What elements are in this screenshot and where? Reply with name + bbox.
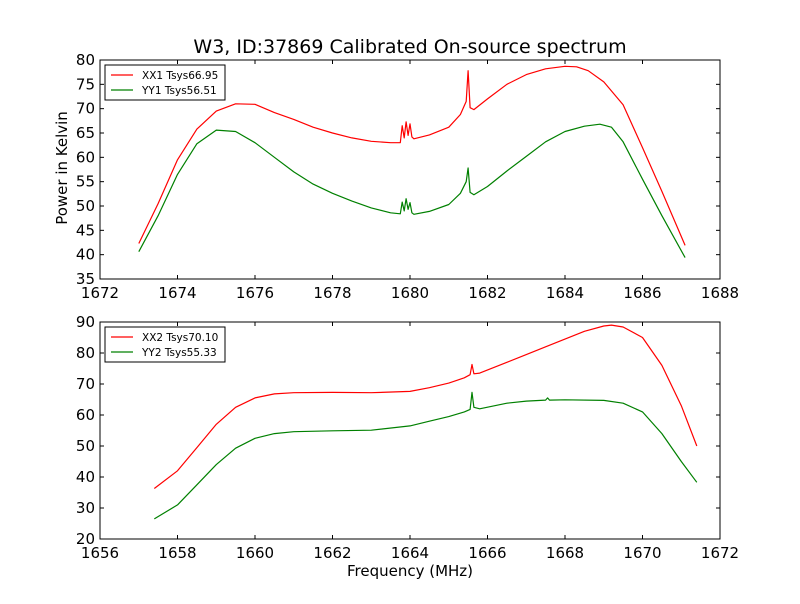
chart-title: W3, ID:37869 Calibrated On-source spectr…: [193, 36, 626, 58]
x-tick-label: 1666: [468, 544, 506, 562]
x-tick-label: 1686: [623, 284, 661, 302]
y-tick-label: 20: [76, 530, 95, 548]
legend-frame: [104, 64, 226, 101]
x-tick-label: 1672: [81, 284, 119, 302]
y-tick-label: 80: [76, 344, 95, 362]
legend-entry-label: YY1 Tsys56.51: [141, 85, 217, 97]
y-tick-label: 35: [76, 270, 95, 288]
y-tick-label: 50: [76, 197, 95, 215]
series-group: [153, 324, 698, 520]
legend-entry-label: XX1 Tsys66.95: [142, 70, 218, 82]
y-tick-label: 60: [76, 148, 95, 166]
x-tick-label: 1656: [81, 544, 119, 562]
x-axis-label: Frequency (MHz): [347, 562, 473, 580]
x-tick-label: 1688: [701, 284, 739, 302]
y-tick-label: 70: [76, 100, 95, 118]
series-group: [138, 65, 686, 258]
chart-panel-1: 1672 1674 1676 1678 1680 1682 1684 1686 1688 35 40…: [76, 51, 739, 302]
legend-entry-label: YY2 Tsys55.33: [141, 347, 217, 359]
chart-panel-2: 1656 1658 1660 1662 1664 1666 1668 1670 1672 20 30…: [76, 313, 739, 562]
x-tick-label: 1670: [623, 544, 661, 562]
x-tick-label: 1662: [313, 544, 351, 562]
x-tick-label: 1672: [701, 544, 739, 562]
legend-entry-label: XX2 Tsys70.10: [142, 332, 218, 344]
y-tick-label: 75: [76, 75, 95, 93]
y-tick-label: 40: [76, 246, 95, 264]
chart-panels: 1672 1674 1676 1678 1680 1682 1684 1686 1688 35 40…: [76, 51, 739, 562]
x-tick-label: 1664: [391, 544, 429, 562]
y-tick-label: 65: [76, 124, 95, 142]
x-tick-label: 1660: [236, 544, 274, 562]
legend-frame: [104, 326, 226, 363]
y-tick-label: 50: [76, 437, 95, 455]
x-tick-label: 1682: [468, 284, 506, 302]
x-tick-label: 1668: [546, 544, 584, 562]
y-tick-label: 80: [76, 51, 95, 69]
series-line-xx1: [138, 65, 686, 246]
series-line-yy2: [153, 391, 698, 520]
y-tick-label: 30: [76, 499, 95, 517]
series-line-yy1: [138, 123, 686, 258]
x-tick-label: 1676: [236, 284, 274, 302]
x-tick-label: 1658: [158, 544, 196, 562]
y-tick-label: 40: [76, 468, 95, 486]
y-tick-label: 70: [76, 375, 95, 393]
legend: XX2 Tsys70.10 YY2 Tsys55.33: [104, 326, 226, 363]
x-tick-label: 1680: [391, 284, 429, 302]
x-tick-label: 1684: [546, 284, 584, 302]
series-line-xx2: [153, 324, 698, 489]
y-tick-label: 45: [76, 221, 95, 239]
y-tick-label: 60: [76, 406, 95, 424]
y-tick-label: 55: [76, 173, 95, 191]
y-axis-label: Power in Kelvin: [53, 111, 71, 225]
x-tick-label: 1678: [313, 284, 351, 302]
y-tick-label: 90: [76, 313, 95, 331]
legend: XX1 Tsys66.95 YY1 Tsys56.51: [104, 64, 226, 101]
x-tick-label: 1674: [158, 284, 196, 302]
